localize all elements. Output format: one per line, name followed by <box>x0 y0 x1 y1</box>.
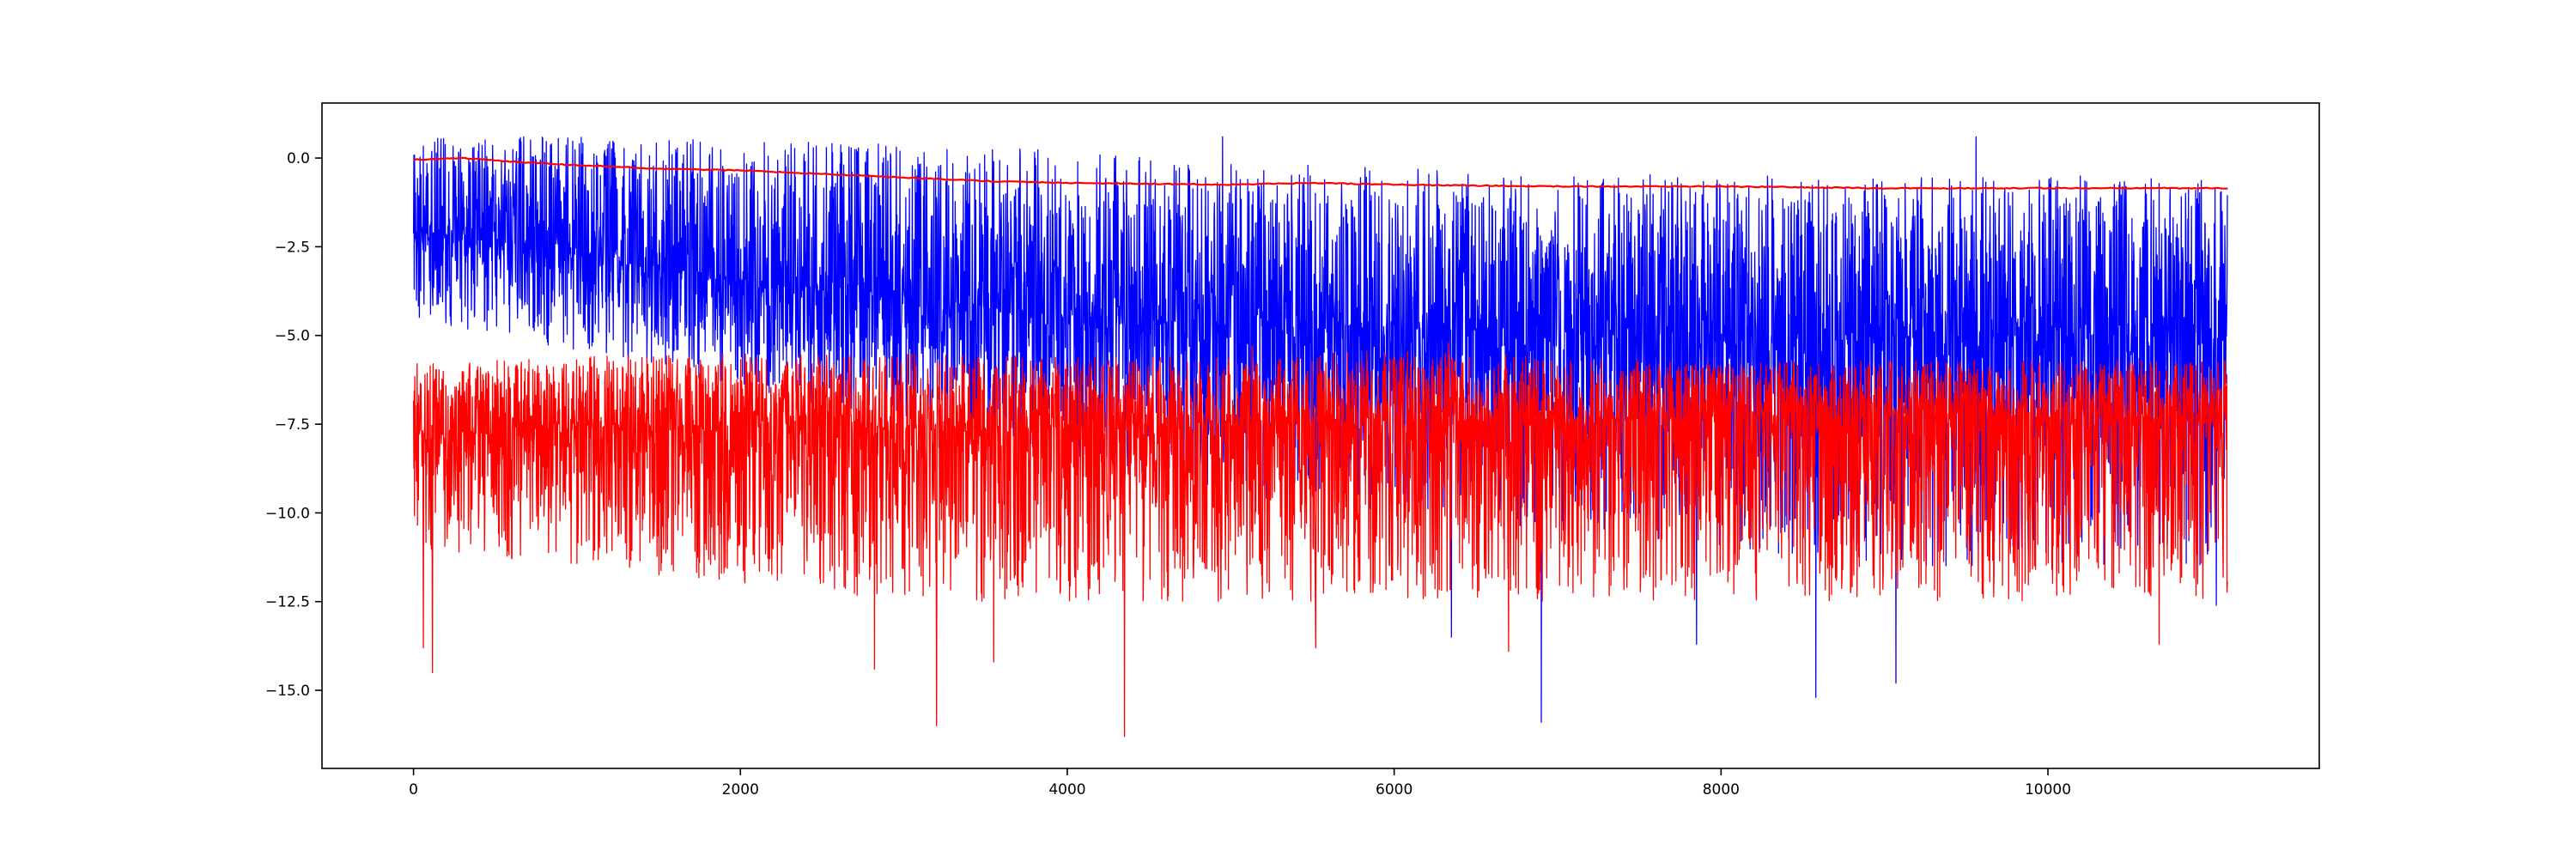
y-tick-label: −15.0 <box>265 683 310 700</box>
x-tick-label: 6000 <box>1376 781 1413 798</box>
x-tick-label: 4000 <box>1048 781 1085 798</box>
x-tick-label: 2000 <box>722 781 759 798</box>
y-tick-label: −5.0 <box>275 328 310 345</box>
y-axis: 0.0 −2.5 −5.0 −7.5 −10.0 −12.5 −15.0 <box>265 150 322 700</box>
series-layer <box>412 136 2228 738</box>
y-tick-label: −10.0 <box>265 505 310 522</box>
series-line-2 <box>412 342 2228 738</box>
x-tick-label: 0 <box>409 781 418 798</box>
y-tick-label: −2.5 <box>275 239 310 256</box>
y-tick-label: −7.5 <box>275 416 310 434</box>
x-axis: 0 2000 4000 6000 8000 10000 <box>409 768 2071 798</box>
y-tick-label: 0.0 <box>287 150 310 167</box>
x-tick-label: 10000 <box>2025 781 2071 798</box>
y-tick-label: −12.5 <box>265 594 310 611</box>
plot-frame <box>321 102 2320 769</box>
x-tick-label: 8000 <box>1703 781 1740 798</box>
series-line-3 <box>413 156 2228 190</box>
